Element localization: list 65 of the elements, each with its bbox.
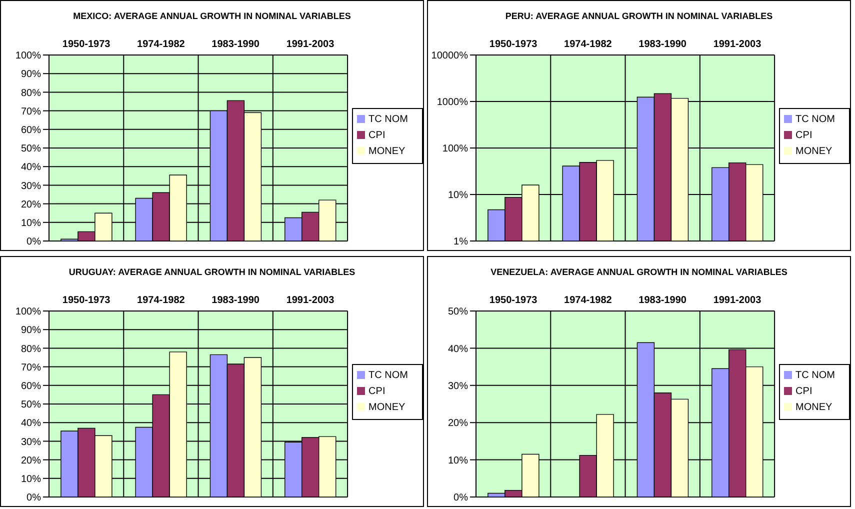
x-tick-label: 1991-2003 [713,39,762,50]
legend-label: CPI [796,130,812,141]
chart-title: VENEZUELA: AVERAGE ANNUAL GROWTH IN NOMINAL VARIABLES [490,267,788,279]
y-tick-label: 20% [448,418,468,430]
x-tick-label: 1983-1990 [212,39,260,50]
legend-label: TC NOM [796,114,835,125]
y-tick-label: 50% [20,144,42,155]
y-tick-label: 60% [20,124,42,136]
y-tick-label: 100% [15,306,42,318]
y-tick-label: 100% [442,144,468,155]
y-tick-label: 1% [454,236,468,248]
y-tick-label: 0% [454,492,468,504]
x-tick-label: 1983-1990 [638,39,687,50]
y-tick-label: 30% [20,180,42,192]
y-tick-label: 80% [20,344,42,355]
y-tick-label: 10% [20,218,42,229]
x-tick-label: 1991-2003 [286,39,335,50]
y-tick-label: 10% [448,455,468,466]
y-tick-label: 10% [448,190,468,202]
x-tick-label: 1950-1973 [62,295,111,306]
y-tick-label: 20% [20,199,42,210]
y-tick-label: 70% [20,106,42,118]
x-tick-label: 1983-1990 [638,295,687,306]
y-tick-label: 90% [20,325,42,336]
y-tick-label: 30% [448,380,468,392]
chart-title: PERU: AVERAGE ANNUAL GROWTH IN NOMINAL VARIABLES [504,11,774,23]
y-tick-label: 70% [20,362,42,374]
y-tick-label: 60% [20,380,42,392]
legend-label: CPI [796,386,812,397]
legend-label: TC NOM [368,114,408,125]
x-tick-label: 1974-1982 [564,295,612,306]
y-tick-label: 10000% [431,50,468,62]
y-tick-label: 50% [20,400,42,411]
legend-label: MONEY [796,402,832,413]
x-tick-label: 1974-1982 [137,39,186,50]
y-tick-label: 10% [20,474,42,485]
legend-label: MONEY [368,146,406,157]
chart-title: URUGUAY: AVERAGE ANNUAL GROWTH IN NOMINAL VARIABLES [68,267,356,279]
legend-label: TC NOM [796,370,835,381]
legend-label: MONEY [796,146,832,157]
chart-title: MEXICO: AVERAGE ANNUAL GROWTH IN NOMINAL VARIABLES [72,11,352,23]
x-tick-label: 1991-2003 [713,295,762,306]
y-tick-label: 40% [20,418,42,430]
y-tick-label: 50% [448,306,468,318]
y-tick-label: 80% [20,88,42,99]
legend-label: MONEY [368,402,406,413]
y-tick-label: 90% [20,69,42,80]
legend-label: CPI [368,130,386,141]
y-tick-label: 0% [26,492,42,504]
x-tick-label: 1991-2003 [286,295,335,306]
y-tick-label: 40% [448,344,468,355]
y-tick-label: 0% [26,236,42,248]
legend-label: CPI [368,386,386,397]
x-tick-label: 1983-1990 [212,295,260,306]
x-tick-label: 1950-1973 [489,39,538,50]
y-tick-label: 100% [15,50,42,62]
y-tick-label: 20% [20,455,42,466]
y-tick-label: 40% [20,162,42,174]
x-tick-label: 1950-1973 [62,39,111,50]
x-tick-label: 1950-1973 [489,295,538,306]
x-tick-label: 1974-1982 [564,39,612,50]
y-tick-label: 30% [20,436,42,448]
y-tick-label: 1000% [436,97,468,108]
x-tick-label: 1974-1982 [137,295,186,306]
legend-label: TC NOM [368,370,408,381]
